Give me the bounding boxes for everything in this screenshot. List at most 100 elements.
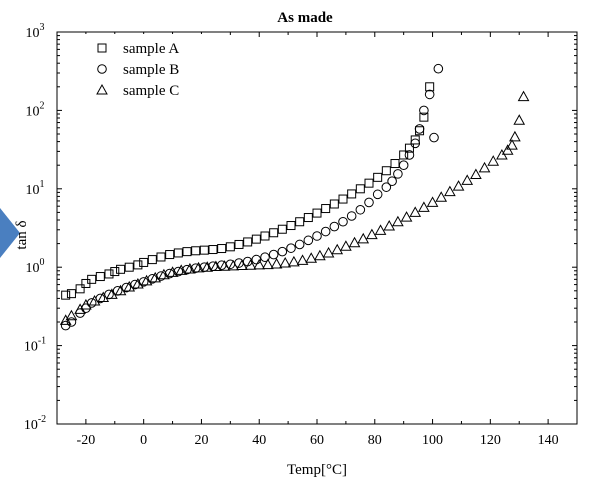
sample-b-point bbox=[364, 197, 374, 208]
sample-a-point bbox=[347, 189, 357, 199]
x-tick-label: -20 bbox=[77, 433, 96, 448]
x-axis-label: Temp[°C] bbox=[287, 462, 347, 478]
sample-c-point bbox=[374, 224, 387, 235]
sample-c-point bbox=[184, 262, 196, 274]
sample-c-point bbox=[322, 246, 335, 258]
sample-c-point bbox=[158, 268, 170, 280]
sample-a-point bbox=[286, 221, 296, 231]
sample-c-point bbox=[279, 257, 292, 268]
sample-a-point bbox=[399, 150, 409, 160]
sample-a-point bbox=[110, 267, 120, 277]
sample-b-point bbox=[419, 105, 429, 116]
sample-a-point bbox=[234, 239, 244, 249]
sample-b-point bbox=[268, 249, 279, 260]
sample-a-point bbox=[217, 244, 227, 254]
sample-c-point bbox=[149, 271, 162, 283]
legend-marker-sample-c bbox=[96, 83, 108, 95]
sample-c-point bbox=[166, 266, 179, 277]
sample-a-point bbox=[95, 272, 105, 282]
sample-c-point bbox=[340, 240, 352, 251]
sample-c-point bbox=[331, 243, 344, 255]
x-tick-label: 60 bbox=[310, 433, 324, 448]
sample-a-point bbox=[260, 231, 270, 241]
sample-c-point bbox=[366, 228, 378, 240]
legend: sample A sample B sample C bbox=[80, 34, 220, 108]
sample-c-point bbox=[201, 261, 214, 272]
sample-a-point bbox=[133, 260, 143, 270]
sample-c-point bbox=[426, 196, 439, 207]
sample-b-point bbox=[355, 204, 366, 215]
sample-c-point bbox=[348, 236, 361, 248]
sample-c-point bbox=[444, 185, 456, 197]
sample-c-point bbox=[392, 215, 404, 227]
sample-c-point bbox=[192, 261, 205, 273]
sample-a-point bbox=[338, 194, 348, 204]
sample-c-point bbox=[314, 249, 326, 261]
legend-label-sample-c: sample C bbox=[123, 83, 179, 99]
x-tick-label: 100 bbox=[422, 433, 443, 448]
legend-marker-sample-b bbox=[97, 64, 107, 74]
sample-a-point bbox=[182, 247, 192, 257]
sample-c-point bbox=[218, 260, 231, 271]
sample-b-point bbox=[404, 150, 415, 160]
sample-b-point bbox=[303, 235, 314, 246]
sample-a-point bbox=[243, 237, 253, 247]
sample-b-point bbox=[312, 231, 322, 241]
sample-b-point bbox=[338, 216, 348, 227]
sample-b-point bbox=[381, 182, 392, 192]
sample-a-point bbox=[303, 213, 313, 223]
sample-a-point bbox=[199, 245, 209, 255]
sample-b-point bbox=[320, 226, 331, 237]
sample-a-point bbox=[87, 274, 97, 284]
sample-b-point bbox=[251, 254, 262, 265]
sample-b-point bbox=[387, 176, 397, 187]
sample-a-point bbox=[139, 257, 149, 267]
sample-a-point bbox=[390, 159, 400, 169]
sample-c-point bbox=[400, 211, 413, 222]
sample-c-point bbox=[517, 90, 530, 102]
y-tick-label: 100 bbox=[26, 257, 45, 276]
sample-c-point bbox=[487, 155, 500, 166]
sample-b-point bbox=[424, 89, 435, 100]
sample-a-point bbox=[208, 245, 218, 255]
sample-a-point bbox=[191, 246, 201, 256]
sample-a-point bbox=[269, 228, 279, 238]
sample-c-point bbox=[106, 288, 118, 299]
sample-c-point bbox=[478, 161, 491, 173]
sample-b-point bbox=[372, 189, 383, 200]
x-tick-label: 140 bbox=[538, 433, 559, 448]
sample-c-point bbox=[236, 259, 248, 271]
sample-a-point bbox=[410, 135, 420, 145]
sample-c-point bbox=[452, 180, 465, 191]
sample-c-point bbox=[506, 139, 518, 150]
sample-c-point bbox=[305, 252, 318, 263]
sample-b-point bbox=[277, 246, 288, 257]
chart-title: As made bbox=[277, 10, 333, 26]
x-tick-label: 80 bbox=[368, 433, 382, 448]
x-tick-label: 20 bbox=[194, 433, 208, 448]
sample-a-point bbox=[225, 242, 235, 252]
y-axis-label: tan δ bbox=[14, 220, 30, 249]
sample-b-point bbox=[393, 169, 403, 179]
y-tick-label: 10-2 bbox=[24, 414, 46, 433]
x-tick-label: 0 bbox=[140, 433, 147, 448]
sample-c-point bbox=[114, 284, 127, 296]
sample-a-point bbox=[364, 178, 374, 188]
y-tick-label: 10-1 bbox=[24, 336, 46, 355]
sample-c-point bbox=[461, 174, 474, 185]
sample-c-point bbox=[435, 191, 448, 202]
sample-a-point bbox=[381, 166, 391, 176]
sample-a-point bbox=[425, 82, 435, 92]
sample-c-point bbox=[227, 259, 240, 271]
sample-a-point bbox=[419, 112, 429, 122]
sample-b-point bbox=[346, 211, 357, 221]
sample-c-point bbox=[123, 280, 136, 292]
sample-b-point bbox=[329, 221, 340, 232]
sample-c-point bbox=[253, 258, 266, 270]
sample-a-point bbox=[321, 204, 331, 214]
legend-marker-sample-a bbox=[97, 43, 107, 53]
sample-c-point bbox=[88, 295, 101, 306]
decorative-arrow bbox=[0, 208, 20, 258]
x-tick-label: 120 bbox=[480, 433, 501, 448]
